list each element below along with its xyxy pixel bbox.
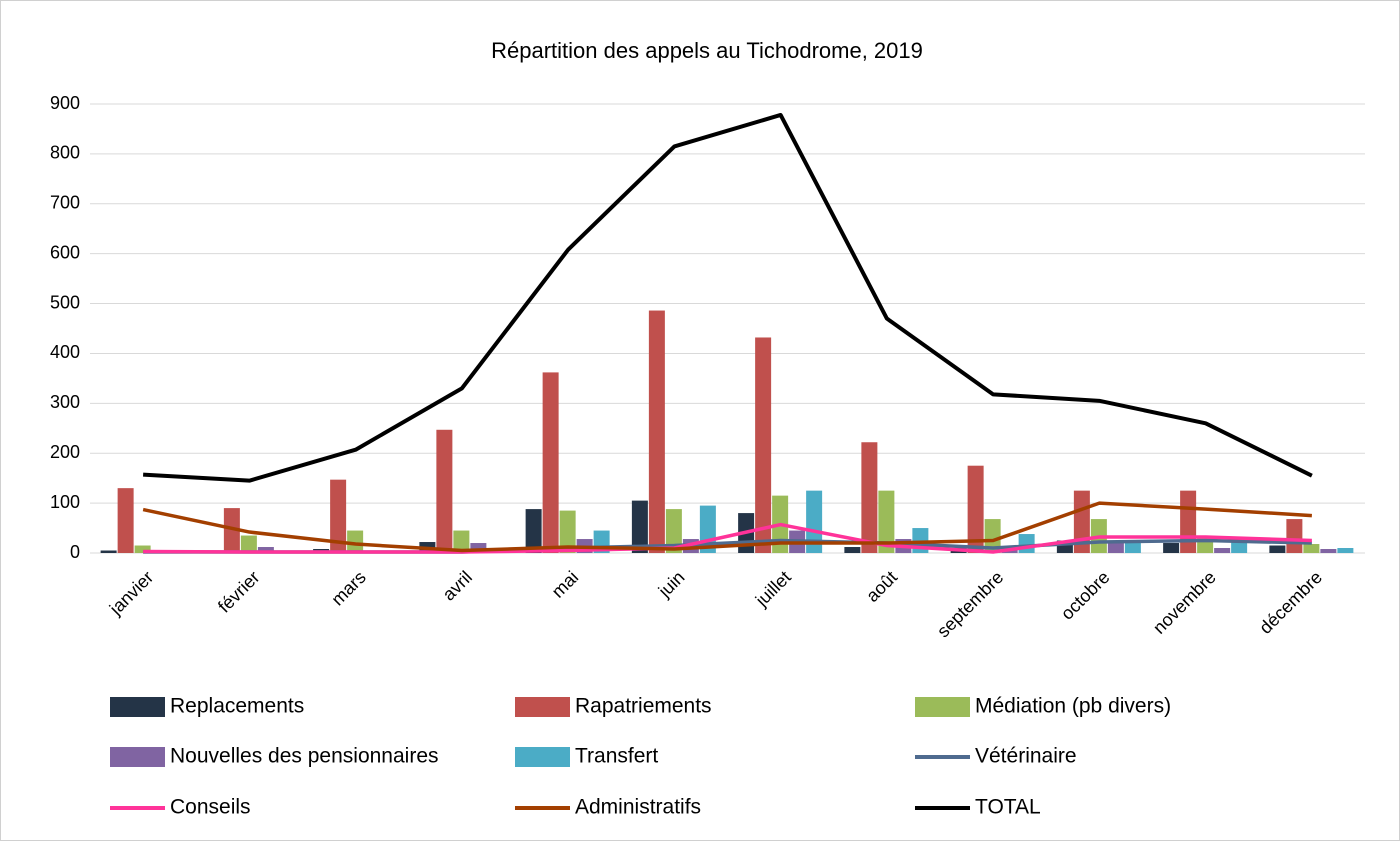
bar <box>1231 540 1248 553</box>
chart-title: Répartition des appels au Tichodrome, 20… <box>491 38 923 63</box>
y-tick-label: 900 <box>50 93 80 113</box>
bar <box>1107 540 1124 553</box>
bar <box>861 442 878 553</box>
bar <box>525 509 542 553</box>
y-tick-label: 500 <box>50 292 80 312</box>
bar <box>1286 519 1303 553</box>
legend-label: Conseils <box>170 796 251 819</box>
bar <box>1214 548 1231 553</box>
legend-label: TOTAL <box>975 796 1041 819</box>
y-tick-label: 0 <box>70 542 80 562</box>
bar <box>984 519 1001 553</box>
legend-label: Administratifs <box>575 796 701 819</box>
y-tick-label: 100 <box>50 492 80 512</box>
y-tick-label: 700 <box>50 193 80 213</box>
bar <box>117 488 134 553</box>
line-series <box>143 112 1313 483</box>
legend-label: Rapatriements <box>575 695 712 718</box>
bar <box>240 535 257 553</box>
bar <box>665 509 682 553</box>
legend-marker <box>110 697 165 717</box>
bar <box>542 372 559 553</box>
bar <box>1337 548 1354 553</box>
y-tick-label: 800 <box>50 143 80 163</box>
bar <box>559 510 576 553</box>
bar <box>100 550 117 553</box>
y-tick-label: 600 <box>50 242 80 262</box>
legend-label: Transfert <box>575 745 658 768</box>
line-series <box>143 522 1312 554</box>
bar <box>223 508 240 553</box>
legend-label: Vétérinaire <box>975 745 1077 768</box>
bar <box>453 530 470 553</box>
bar <box>470 543 487 553</box>
legend-label: Replacements <box>170 695 304 718</box>
bar <box>1163 543 1180 553</box>
legend-marker <box>515 697 570 717</box>
line-series <box>142 501 1312 553</box>
bar <box>878 490 895 553</box>
legend-label: Médiation (pb divers) <box>975 695 1171 718</box>
bar <box>436 429 453 553</box>
bar <box>1269 545 1286 553</box>
bar <box>1018 534 1035 553</box>
bar <box>844 547 861 553</box>
bar <box>1124 540 1141 553</box>
bar <box>134 545 151 553</box>
bar <box>330 479 347 553</box>
y-tick-label: 200 <box>50 442 80 462</box>
y-tick-label: 300 <box>50 392 80 412</box>
legend-label: Nouvelles des pensionnaires <box>170 745 439 768</box>
bar <box>1303 544 1320 553</box>
legend-marker <box>915 697 970 717</box>
legend-marker <box>515 747 570 767</box>
bar <box>347 530 364 553</box>
bar <box>631 500 648 553</box>
bar <box>967 465 984 553</box>
bar <box>1320 549 1337 553</box>
bar <box>806 490 823 553</box>
bar <box>648 310 665 553</box>
legend-marker <box>110 747 165 767</box>
bar <box>755 337 772 553</box>
bar <box>1180 490 1197 553</box>
bar <box>257 547 274 553</box>
y-tick-label: 400 <box>50 342 80 362</box>
